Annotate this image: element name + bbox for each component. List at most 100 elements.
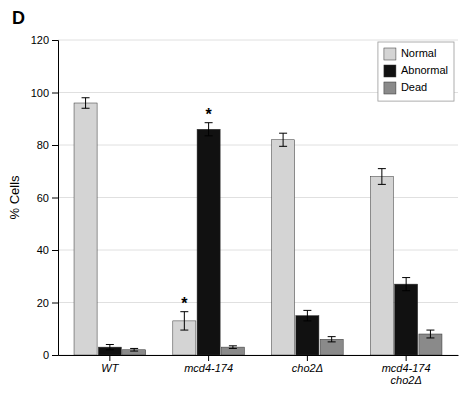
error-bar-cap	[82, 97, 90, 98]
series-1	[98, 123, 417, 355]
error-bar-stem	[307, 310, 308, 321]
legend-item: Normal	[384, 47, 436, 60]
series-0	[74, 98, 393, 355]
error-bar-cap	[378, 168, 386, 169]
error-bar	[180, 312, 188, 330]
grid-line	[58, 250, 458, 251]
x-tick-mark	[406, 355, 407, 361]
x-tick: mcd4-174	[184, 355, 233, 374]
legend-swatch	[384, 48, 396, 60]
bar	[320, 339, 343, 355]
y-tick-mark	[52, 93, 58, 94]
y-tick-label: 80	[37, 139, 49, 151]
error-bar	[378, 169, 386, 185]
y-tick: 60	[37, 192, 58, 204]
error-bar-cap	[328, 341, 336, 342]
error-bar-cap	[229, 348, 237, 349]
x-axis-line	[59, 355, 459, 356]
error-bar-cap	[279, 133, 287, 134]
legend-item: Dead	[384, 81, 427, 94]
y-tick: 40	[37, 244, 58, 256]
legend-frame	[378, 42, 454, 101]
error-bar-cap	[402, 290, 410, 291]
error-bar	[229, 346, 237, 349]
error-bar-cap	[426, 337, 434, 338]
bar	[272, 140, 295, 355]
x-tick-label: mcd4-174cho2Δ	[382, 362, 431, 387]
y-tick: 0	[43, 349, 58, 361]
x-tick-mark	[109, 355, 110, 361]
x-tick-label: mcd4-174	[184, 362, 233, 374]
bar	[74, 103, 97, 355]
x-axis: WTmcd4-174cho2Δmcd4-174cho2Δ	[59, 355, 459, 386]
error-bar-cap	[303, 320, 311, 321]
y-tick-mark	[52, 145, 58, 146]
legend-item: Abnormal	[384, 64, 448, 77]
bar	[395, 284, 418, 355]
error-bar-stem	[109, 345, 110, 350]
error-bar-stem	[184, 312, 185, 330]
error-bar-stem	[331, 337, 332, 342]
series-2	[123, 330, 442, 355]
annotation: *	[206, 106, 213, 123]
chart: 020406080100120WTmcd4-174cho2Δmcd4-174ch…	[0, 0, 474, 407]
error-bar	[402, 278, 410, 291]
bar	[197, 129, 220, 355]
error-bar	[328, 337, 336, 342]
error-bar-stem	[283, 133, 284, 146]
y-tick: 100	[31, 87, 58, 99]
error-bar-cap	[180, 330, 188, 331]
y-tick-label: 40	[37, 244, 49, 256]
x-tick: cho2Δ	[292, 355, 323, 374]
error-bar-stem	[430, 330, 431, 338]
legend: Normal Abnormal Dead	[378, 42, 454, 101]
legend-label: Abnormal	[401, 64, 448, 76]
error-bar	[106, 345, 114, 350]
x-tick-label: cho2Δ	[292, 362, 323, 374]
error-bar-stem	[381, 169, 382, 185]
x-tick-mark	[307, 355, 308, 361]
title: D	[12, 8, 25, 28]
y-tick: 80	[37, 139, 58, 151]
grid-line	[58, 197, 458, 198]
bar	[296, 316, 319, 355]
y-tick-label: 0	[43, 349, 49, 361]
grid-line	[58, 40, 458, 41]
error-bar-cap	[205, 135, 213, 136]
error-bar-cap	[106, 344, 114, 345]
error-bar-stem	[406, 278, 407, 291]
y-tick-mark	[52, 198, 58, 199]
error-bar-cap	[106, 349, 114, 350]
error-bar-cap	[303, 310, 311, 311]
error-bar-cap	[130, 351, 138, 352]
y-tick-mark	[52, 355, 58, 356]
x-tick: WT	[101, 355, 119, 374]
error-bar	[426, 330, 434, 338]
y-axis-title: % Cells	[7, 175, 22, 220]
legend-label: Normal	[401, 47, 436, 59]
y-tick-label: 100	[31, 87, 49, 99]
bar	[370, 177, 393, 356]
legend-label: Dead	[401, 81, 427, 93]
legend-swatch	[384, 65, 396, 77]
y-tick: 20	[37, 297, 58, 309]
y-tick: 120	[31, 34, 58, 46]
error-bar-stem	[85, 98, 86, 109]
y-tick-label: 60	[37, 192, 49, 204]
y-tick-mark	[52, 250, 58, 251]
error-bar-cap	[426, 330, 434, 331]
error-bar-cap	[328, 336, 336, 337]
y-tick-mark	[52, 40, 58, 41]
legend-items: Normal Abnormal Dead	[384, 47, 448, 94]
grid-line	[58, 145, 458, 146]
legend-swatch	[384, 82, 396, 94]
y-tick-label: 20	[37, 297, 49, 309]
error-bar-cap	[82, 108, 90, 109]
annotation: *	[181, 295, 188, 312]
grid	[58, 40, 458, 355]
x-tick-mark	[208, 355, 209, 361]
error-bar	[130, 348, 138, 351]
y-tick-mark	[52, 303, 58, 304]
error-bar-cap	[130, 348, 138, 349]
y-tick-label: 120	[31, 34, 49, 46]
